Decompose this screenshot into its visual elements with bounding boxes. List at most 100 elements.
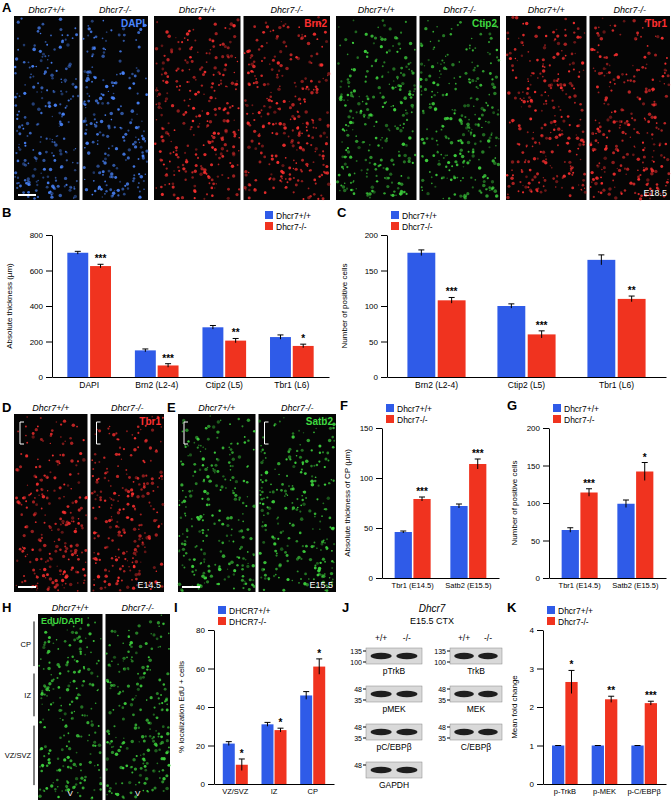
texture-dot bbox=[46, 138, 48, 140]
texture-dot bbox=[540, 191, 543, 194]
texture-dot bbox=[18, 110, 20, 112]
texture-dot bbox=[544, 44, 546, 46]
texture-dot bbox=[305, 88, 307, 90]
texture-dot bbox=[232, 145, 235, 148]
texture-dot bbox=[347, 115, 350, 118]
texture-dot bbox=[579, 71, 581, 73]
texture-dot bbox=[65, 67, 68, 70]
texture-dot bbox=[163, 55, 165, 57]
texture-dot bbox=[667, 83, 670, 86]
texture-dot bbox=[182, 167, 185, 170]
texture-dot bbox=[15, 57, 18, 60]
texture-dot bbox=[356, 111, 358, 113]
texture-dot bbox=[210, 187, 213, 190]
texture-dot bbox=[169, 183, 171, 185]
texture-dot bbox=[562, 120, 565, 123]
texture-dot bbox=[372, 190, 375, 193]
texture-dot bbox=[111, 96, 114, 99]
texture-dot bbox=[276, 74, 278, 76]
texture-dot bbox=[542, 65, 544, 67]
texture-dot bbox=[234, 119, 235, 120]
texture-dot bbox=[471, 79, 474, 82]
texture-dot bbox=[136, 67, 138, 69]
texture-dot bbox=[175, 153, 178, 156]
texture-dot bbox=[96, 164, 99, 167]
texture-dot bbox=[275, 123, 277, 125]
texture-dot bbox=[533, 157, 536, 160]
texture-dot bbox=[100, 171, 101, 172]
texture-dot bbox=[288, 136, 290, 138]
texture-dot bbox=[397, 187, 399, 189]
texture-dot bbox=[93, 171, 96, 174]
texture-dot bbox=[37, 82, 39, 84]
texture-dot bbox=[472, 151, 474, 153]
texture-dot bbox=[522, 100, 525, 103]
texture-dot bbox=[507, 185, 510, 188]
texture-dot bbox=[537, 77, 539, 79]
texture-dot bbox=[104, 181, 106, 183]
texture-dot bbox=[193, 76, 196, 79]
texture-dot bbox=[139, 142, 140, 143]
texture-dot bbox=[368, 149, 370, 151]
texture-dot bbox=[189, 69, 191, 71]
texture-dot bbox=[644, 147, 645, 148]
texture-dot bbox=[644, 56, 647, 59]
texture-dot bbox=[307, 134, 310, 137]
texture-dot bbox=[408, 63, 410, 65]
texture-dot bbox=[271, 157, 274, 160]
texture-dot bbox=[347, 78, 350, 81]
texture-dot bbox=[91, 66, 93, 68]
texture-dot bbox=[550, 132, 551, 133]
texture-dot bbox=[345, 124, 347, 126]
texture-dot bbox=[346, 130, 347, 131]
texture-dot bbox=[632, 183, 635, 186]
texture-dot bbox=[527, 51, 529, 53]
texture-dot bbox=[126, 182, 129, 185]
texture-dot bbox=[550, 165, 552, 167]
texture-dot bbox=[53, 90, 56, 93]
texture-dot bbox=[466, 161, 469, 164]
texture-dot bbox=[530, 75, 532, 77]
texture-dot bbox=[69, 189, 72, 192]
texture-dot bbox=[246, 50, 249, 53]
stain-label: DAPI bbox=[121, 18, 145, 29]
texture-dot bbox=[313, 32, 316, 35]
texture-dot bbox=[184, 37, 186, 39]
texture-dot bbox=[495, 75, 498, 78]
texture-dot bbox=[428, 59, 430, 61]
texture-dot bbox=[421, 155, 423, 157]
texture-dot bbox=[263, 83, 266, 86]
texture-dot bbox=[301, 36, 304, 39]
texture-dot bbox=[474, 114, 476, 116]
texture-dot bbox=[297, 115, 300, 118]
texture-dot bbox=[321, 174, 324, 177]
texture-dot bbox=[194, 93, 197, 96]
texture-dot bbox=[272, 29, 274, 31]
texture-dot bbox=[441, 129, 443, 131]
texture-dot bbox=[525, 159, 527, 161]
texture-dot bbox=[482, 133, 486, 137]
texture-dot bbox=[14, 72, 16, 74]
genotype-label: Dhcr7+/+ bbox=[528, 5, 565, 15]
texture-dot bbox=[223, 119, 227, 123]
texture-dot bbox=[203, 94, 205, 96]
texture-dot bbox=[382, 147, 384, 149]
texture-dot bbox=[315, 91, 318, 94]
texture-dot bbox=[91, 194, 93, 196]
texture-dot bbox=[389, 27, 392, 30]
texture-dot bbox=[258, 142, 260, 144]
texture-dot bbox=[373, 42, 375, 44]
texture-dot bbox=[285, 157, 287, 159]
texture-dot bbox=[29, 66, 31, 68]
texture-dot bbox=[283, 100, 286, 103]
texture-dot bbox=[41, 97, 43, 99]
texture-dot bbox=[203, 168, 207, 172]
texture-dot bbox=[506, 31, 509, 34]
texture-dot bbox=[625, 173, 627, 175]
texture-dot bbox=[206, 124, 209, 127]
texture-dot bbox=[311, 119, 313, 121]
texture-dot bbox=[17, 160, 20, 163]
texture-dot bbox=[576, 154, 578, 156]
texture-dot bbox=[389, 84, 391, 86]
texture-dot bbox=[356, 188, 358, 190]
